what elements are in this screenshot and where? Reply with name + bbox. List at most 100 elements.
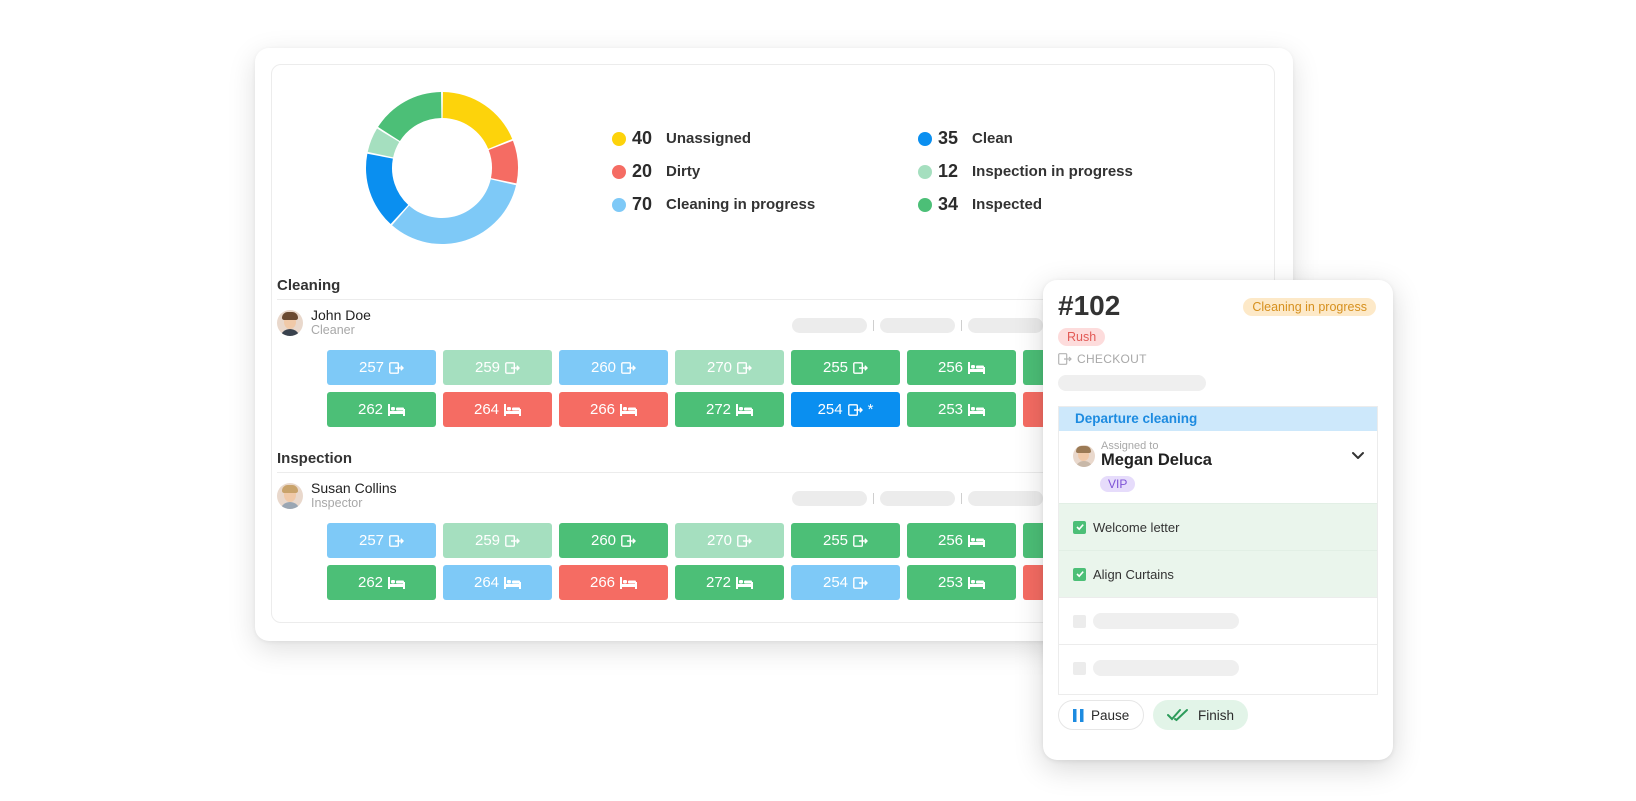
- bed-icon: [388, 576, 406, 589]
- staff-name: Susan Collins: [311, 480, 397, 496]
- room-number: 254: [822, 574, 849, 591]
- room-tile[interactable]: 257: [327, 523, 436, 558]
- legend-count: 20: [631, 161, 652, 181]
- room-tile[interactable]: 257: [327, 350, 436, 385]
- room-number: 259: [474, 532, 501, 549]
- room-number: 270: [706, 359, 733, 376]
- checkbox-checked[interactable]: [1073, 567, 1086, 581]
- section-divider: [277, 472, 1277, 473]
- room-tile[interactable]: 253: [907, 392, 1016, 427]
- legend-label: Unassigned: [666, 130, 752, 147]
- section-divider: [277, 299, 1277, 300]
- checkout-icon: [853, 576, 869, 589]
- checkbox-checked[interactable]: [1073, 520, 1086, 534]
- room-tile[interactable]: 259: [443, 350, 552, 385]
- staff-john-doe[interactable]: John Doe Cleaner: [277, 307, 371, 338]
- legend-dot: [612, 164, 626, 179]
- room-number: 266: [589, 574, 616, 591]
- placeholder-bars: [792, 491, 1043, 506]
- room-tile[interactable]: 255: [791, 350, 900, 385]
- legend-left: 40 Unassigned 20 Dirty 70 Cleaning in pr…: [612, 128, 815, 215]
- bed-icon: [968, 534, 986, 547]
- room-tile[interactable]: 256: [907, 523, 1016, 558]
- room-number: 259: [474, 359, 501, 376]
- checklist-item-placeholder: [1059, 644, 1377, 691]
- room-number: 254: [817, 401, 843, 418]
- room-tile[interactable]: 259: [443, 523, 552, 558]
- room-tile-grid-inspection: 257 259 260 270 255 256 262 264 266 272 254 253: [327, 523, 1132, 600]
- checkbox-empty: [1073, 614, 1086, 628]
- donut-segment: [442, 92, 513, 149]
- room-tile[interactable]: 264: [443, 565, 552, 600]
- checkout-icon: [505, 534, 521, 547]
- bed-icon: [736, 403, 754, 416]
- chevron-down-icon[interactable]: [1351, 451, 1365, 461]
- checkout-icon: [621, 361, 637, 374]
- assignee-selector[interactable]: Assigned to Megan Deluca VIP: [1059, 431, 1377, 503]
- staff-susan-collins[interactable]: Susan Collins Inspector: [277, 480, 397, 511]
- room-tile[interactable]: 262: [327, 392, 436, 427]
- checkout-icon: [737, 361, 753, 374]
- legend-count: 12: [937, 161, 958, 181]
- legend-label: Inspection in progress: [972, 163, 1133, 180]
- task-panel: Departure cleaning Assigned to Megan Del…: [1058, 406, 1378, 695]
- bed-icon: [736, 576, 754, 589]
- room-tile[interactable]: 270: [675, 350, 784, 385]
- room-tile[interactable]: 260: [559, 523, 668, 558]
- room-tile[interactable]: 256: [907, 350, 1016, 385]
- room-number: 272: [705, 574, 732, 591]
- assignee-name: Megan Deluca: [1101, 451, 1212, 469]
- checklist-item[interactable]: Welcome letter: [1059, 503, 1377, 550]
- double-check-icon: [1167, 709, 1188, 722]
- room-tile[interactable]: 255: [791, 523, 900, 558]
- room-number: 260: [590, 359, 617, 376]
- placeholder-bar: [1058, 375, 1206, 391]
- donut-segment: [367, 128, 400, 158]
- bed-icon: [736, 403, 754, 416]
- donut-segment: [392, 179, 517, 244]
- checklist-item-placeholder: [1059, 597, 1377, 644]
- room-number: #102: [1058, 290, 1121, 321]
- donut-segment: [366, 153, 409, 225]
- room-tile[interactable]: 272: [675, 565, 784, 600]
- room-tile[interactable]: 260: [559, 350, 668, 385]
- checkout-icon: [737, 361, 753, 374]
- finish-button[interactable]: Finish: [1153, 700, 1249, 730]
- room-status-donut-chart: [366, 92, 518, 244]
- room-tile[interactable]: 270: [675, 523, 784, 558]
- checkout-icon: [505, 534, 521, 547]
- room-tile[interactable]: 254 *: [791, 392, 900, 427]
- room-tile[interactable]: 272: [675, 392, 784, 427]
- room-number: 266: [589, 401, 616, 418]
- placeholder-bars: [792, 318, 1043, 333]
- checklist-label: Welcome letter: [1093, 519, 1180, 535]
- legend-count: 40: [631, 128, 652, 148]
- staff-name: John Doe: [311, 307, 371, 323]
- checkout-icon: [737, 534, 753, 547]
- legend-count: 34: [937, 194, 958, 214]
- room-tile[interactable]: 254: [791, 565, 900, 600]
- room-number: 257: [358, 532, 385, 549]
- pause-icon: [1073, 708, 1084, 722]
- room-number: 264: [473, 574, 500, 591]
- bed-icon: [620, 576, 638, 589]
- legend-count: 35: [937, 128, 958, 148]
- room-number: 257: [358, 359, 385, 376]
- room-tile[interactable]: 262: [327, 565, 436, 600]
- bed-icon: [968, 576, 986, 589]
- room-number: 272: [705, 401, 732, 418]
- room-tile[interactable]: 264: [443, 392, 552, 427]
- pause-button[interactable]: Pause: [1058, 700, 1145, 730]
- checklist-item[interactable]: Align Curtains: [1059, 550, 1377, 597]
- room-tile[interactable]: 266: [559, 392, 668, 427]
- checkout-icon: [1058, 353, 1072, 365]
- section-title-cleaning: Cleaning: [277, 277, 341, 294]
- avatar: [277, 309, 303, 336]
- room-tile[interactable]: 266: [559, 565, 668, 600]
- avatar: [277, 482, 303, 509]
- room-tile[interactable]: 253: [907, 565, 1016, 600]
- checkout-icon: [847, 403, 863, 416]
- room-number: 260: [590, 532, 617, 549]
- room-number: 256: [937, 532, 964, 549]
- room-number: 270: [706, 532, 733, 549]
